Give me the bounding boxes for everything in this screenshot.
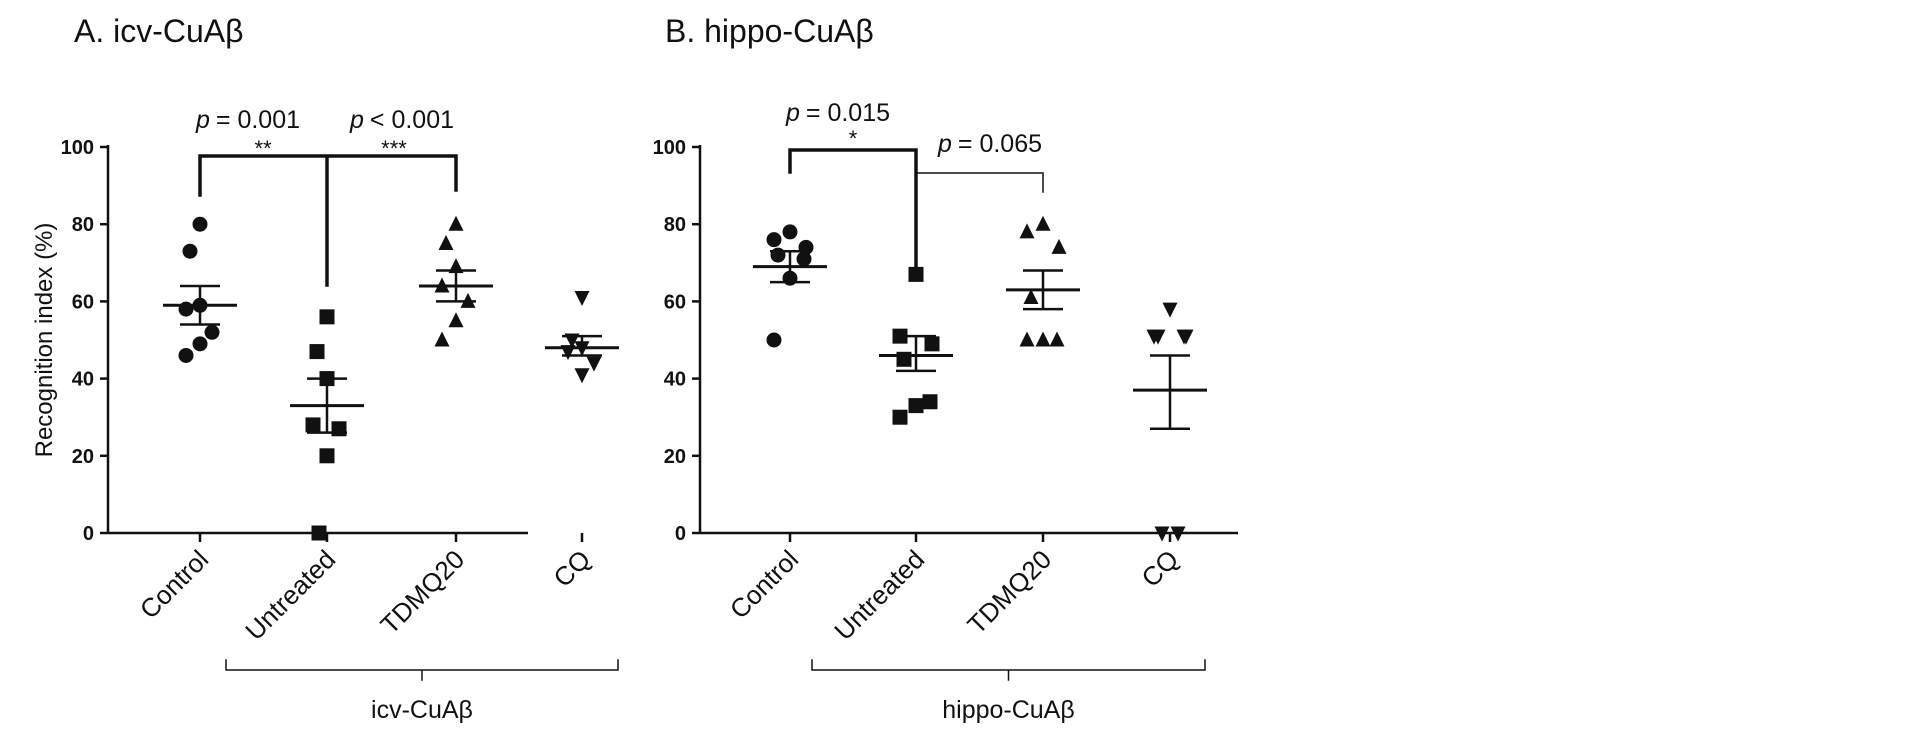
data-point: [309, 344, 325, 360]
data-point: [1150, 329, 1166, 345]
p-symbol: p: [195, 106, 210, 134]
p-value-text: = 0.065: [958, 130, 1042, 158]
data-point: [796, 251, 812, 267]
data-point: [192, 216, 208, 232]
data-point: [782, 224, 798, 240]
x-category-label: Control: [134, 544, 214, 624]
p-value-text: = 0.001: [216, 106, 300, 134]
x-category-label: Untreated: [239, 544, 341, 646]
p-symbol: p: [349, 106, 364, 134]
data-point: [1023, 289, 1039, 305]
group-bracket: [225, 659, 619, 681]
x-category-label: TDMQ20: [374, 544, 470, 640]
y-tick-label: 100: [61, 137, 94, 159]
data-point: [770, 247, 786, 263]
y-tick-label: 20: [664, 446, 686, 468]
data-point: [1176, 329, 1192, 345]
group-bracket: [811, 659, 1206, 681]
group-label: icv-CuAβ: [371, 696, 473, 724]
p-value-label: p = 0.015: [785, 99, 890, 127]
data-point: [438, 235, 454, 250]
data-point: [319, 448, 335, 464]
data-point: [892, 409, 908, 425]
x-category-label: CQ: [1135, 544, 1184, 593]
data-point: [586, 356, 602, 372]
data-point: [1049, 331, 1065, 347]
x-category-label: Control: [724, 544, 804, 624]
y-tick-label: 0: [83, 523, 94, 545]
data-point: [1035, 215, 1051, 231]
chart-title: A. icv-CuAβ: [74, 13, 244, 49]
y-tick-label: 40: [664, 369, 686, 391]
p-value-text: < 0.001: [370, 106, 454, 134]
data-point: [574, 291, 590, 307]
significance-stars: ***: [381, 136, 407, 161]
data-point: [1154, 526, 1170, 542]
y-tick-label: 0: [675, 523, 686, 545]
group-label: hippo-CuAβ: [942, 696, 1075, 724]
significance-bracket: [788, 148, 918, 274]
data-point: [319, 309, 335, 325]
y-axis-label: Recognition index (%): [31, 223, 58, 458]
data-point: [448, 312, 464, 328]
data-point: [1035, 331, 1051, 347]
data-point: [434, 331, 450, 347]
significance-bracket: [198, 154, 458, 287]
data-point: [182, 243, 198, 259]
p-value-label: p = 0.065: [937, 130, 1042, 158]
data-point: [331, 421, 347, 437]
data-point: [1051, 238, 1067, 254]
significance-stars: **: [254, 136, 272, 161]
significance-bracket: [915, 172, 1044, 193]
y-tick-label: 60: [664, 291, 686, 313]
panel-b-chart: B. hippo-CuAβ 0 20 40 60 80 100 Control Untreate…: [653, 13, 1238, 724]
y-tick-label: 40: [72, 369, 94, 391]
p-value-text: = 0.015: [806, 99, 890, 127]
data-point: [766, 232, 782, 248]
data-point: [1019, 331, 1035, 347]
data-point: [766, 332, 782, 348]
y-tick-label: 20: [72, 446, 94, 468]
data-point: [908, 398, 924, 414]
data-point: [192, 336, 208, 352]
data-point: [204, 324, 220, 340]
data-point: [924, 336, 940, 352]
x-category-label: Untreated: [828, 544, 930, 646]
data-point: [311, 525, 327, 541]
y-tick-label: 60: [72, 291, 94, 313]
data-point: [1162, 302, 1178, 318]
panel-a-chart: A. icv-CuAβ 0 20 40 60 80 100 Recognition index…: [31, 13, 619, 724]
data-point: [448, 215, 464, 231]
data-point: [922, 394, 938, 410]
y-tick-label: 80: [72, 214, 94, 236]
data-point: [305, 417, 321, 433]
p-symbol: p: [785, 99, 800, 127]
x-category-label: TDMQ20: [961, 544, 1057, 640]
x-category-label: CQ: [547, 544, 596, 593]
y-tick-label: 80: [664, 214, 686, 236]
data-point: [574, 368, 590, 384]
p-symbol: p: [937, 130, 952, 158]
p-value-label: p = 0.001: [195, 106, 300, 134]
data-point: [1170, 526, 1186, 542]
data-point: [178, 347, 194, 363]
chart-title: B. hippo-CuAβ: [665, 13, 874, 49]
significance-stars: *: [849, 126, 858, 151]
p-value-label: p < 0.001: [349, 106, 454, 134]
data-point: [1019, 223, 1035, 239]
data-point: [908, 266, 924, 282]
y-tick-label: 100: [653, 137, 686, 159]
